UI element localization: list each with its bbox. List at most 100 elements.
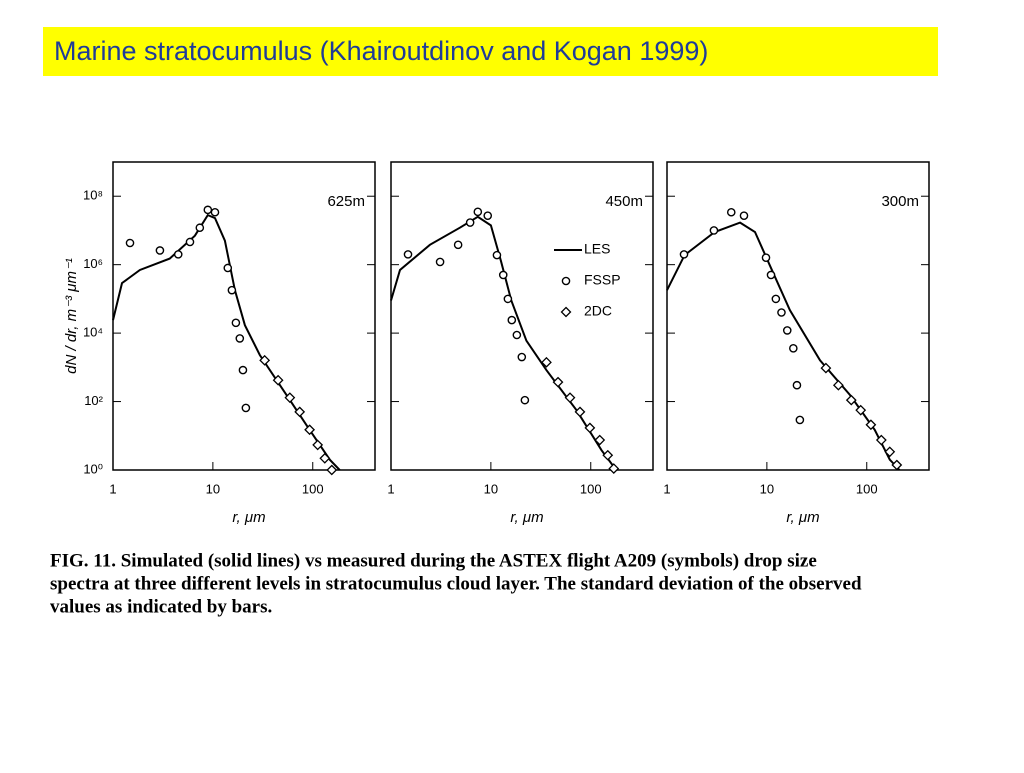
data-point: [739, 211, 749, 220]
x-axis-label: r, μm: [786, 509, 819, 526]
data-point: [312, 439, 324, 451]
data-point: [726, 207, 736, 217]
data-point: [560, 306, 572, 318]
data-point: [235, 334, 245, 343]
caption-line: FIG. 11. Simulated (solid lines) vs meas…: [50, 550, 817, 571]
data-point: [608, 463, 620, 475]
data-point: [465, 218, 475, 227]
legend-label: 2DC: [584, 303, 612, 319]
data-point: [498, 270, 508, 280]
x-tick-label: 100: [580, 481, 602, 496]
data-point: [272, 374, 284, 386]
data-point: [231, 318, 241, 328]
data-point: [507, 315, 517, 325]
data-point: [795, 415, 805, 425]
data-point: [602, 449, 614, 461]
x-tick-label: 1: [109, 481, 116, 496]
x-tick-label: 1: [387, 481, 394, 496]
y-tick-label: 10⁰: [83, 461, 103, 476]
data-point: [155, 246, 165, 255]
y-tick-label: 10⁸: [83, 188, 103, 203]
legend-label: LES: [584, 241, 610, 257]
series-line: [666, 221, 901, 471]
data-point: [855, 404, 867, 416]
data-point: [832, 379, 844, 391]
data-point: [517, 352, 527, 362]
data-point: [884, 446, 896, 458]
data-point: [792, 380, 802, 390]
x-axis-label: r, μm: [232, 509, 265, 526]
data-point: [173, 250, 183, 259]
data-point: [789, 343, 798, 353]
data-point: [403, 250, 413, 259]
data-point: [203, 205, 213, 215]
series-line: [112, 213, 341, 471]
y-tick-label: 10²: [84, 393, 103, 408]
x-axis-label: r, μm: [510, 509, 543, 526]
data-point: [304, 424, 316, 436]
data-point: [241, 403, 251, 413]
data-point: [552, 376, 564, 388]
x-tick-label: 1: [663, 481, 670, 496]
data-point: [761, 253, 771, 262]
x-tick-label: 100: [302, 481, 324, 496]
x-tick-label: 10: [484, 481, 498, 496]
data-point: [520, 395, 530, 405]
data-point: [564, 392, 576, 404]
data-point: [541, 356, 552, 368]
data-point: [574, 406, 586, 418]
data-point: [227, 285, 237, 295]
data-point: [594, 434, 606, 446]
x-tick-label: 100: [856, 481, 878, 496]
data-point: [259, 354, 271, 366]
x-tick-label: 10: [206, 481, 220, 496]
data-point: [777, 308, 786, 317]
data-point: [820, 362, 832, 374]
data-point: [709, 226, 719, 235]
y-tick-label: 10⁶: [83, 256, 103, 271]
annotation: 450m: [605, 193, 643, 210]
y-axis-label: dN / dr, m⁻³ μm⁻¹: [63, 258, 80, 374]
data-point: [875, 434, 887, 446]
x-tick-label: 10: [760, 481, 774, 496]
data-point: [771, 294, 781, 304]
data-point: [492, 250, 502, 260]
data-point: [891, 459, 903, 471]
data-point: [326, 464, 338, 476]
data-point: [223, 263, 233, 273]
data-point: [473, 207, 483, 217]
data-point: [195, 223, 205, 233]
data-point: [185, 237, 195, 247]
data-point: [294, 406, 306, 418]
data-point: [512, 330, 522, 340]
data-point: [453, 240, 463, 250]
data-point: [319, 452, 331, 464]
title-box: [43, 27, 938, 76]
caption-line: values as indicated by bars.: [50, 596, 272, 617]
data-point: [210, 207, 220, 217]
data-point: [435, 257, 445, 267]
data-point: [284, 392, 296, 404]
slide-title: Marine stratocumulus (Khairoutdinov and …: [54, 36, 708, 66]
data-point: [561, 276, 571, 286]
legend-label: FSSP: [584, 272, 621, 288]
data-point: [845, 394, 857, 406]
data-point: [238, 365, 248, 375]
y-tick-label: 10⁴: [83, 325, 103, 340]
data-point: [503, 294, 513, 304]
annotation: 625m: [327, 193, 365, 210]
data-point: [782, 326, 792, 335]
caption-line: spectra at three different levels in str…: [50, 573, 862, 594]
annotation: 300m: [881, 193, 919, 210]
data-point: [766, 270, 776, 280]
data-point: [865, 419, 877, 431]
plot-frame: [390, 161, 654, 471]
series-line: [390, 215, 618, 471]
data-point: [483, 211, 493, 220]
data-point: [125, 238, 135, 248]
data-point: [584, 422, 596, 434]
data-point: [679, 250, 689, 259]
plot-frame: [666, 161, 930, 471]
